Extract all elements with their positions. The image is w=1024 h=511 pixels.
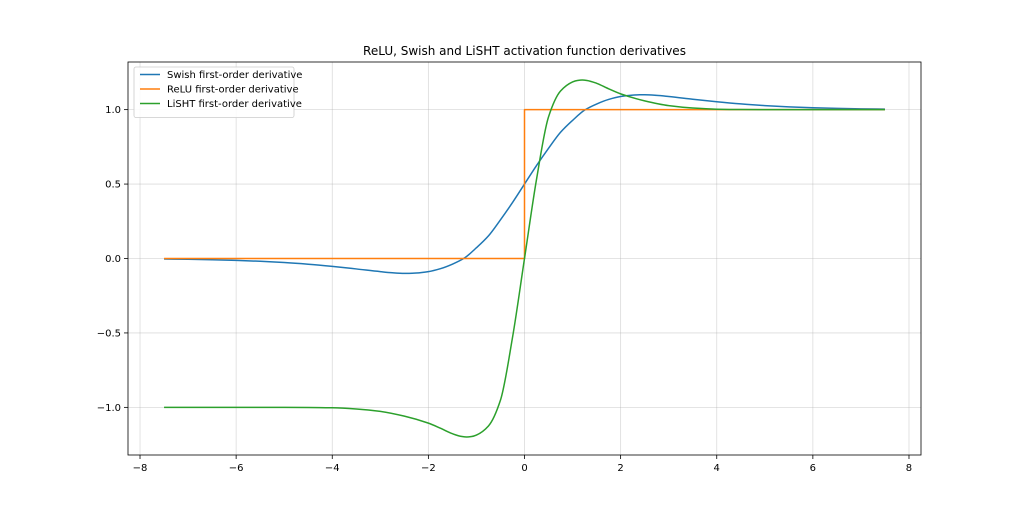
x-tick-label: 6 [810,463,816,474]
series-line-2 [164,108,885,260]
legend: Swish first-order derivative ReLU first-o… [133,66,302,118]
x-tick-label: 4 [714,463,720,474]
legend-label: Swish first-order derivative [167,70,302,81]
legend-box [133,66,295,118]
series-lines [164,79,885,438]
y-tick-label: 0.5 [105,180,121,191]
y-tick-label: −0.5 [97,328,121,339]
chart-title: ReLU, Swish and LiSHT activation functio… [363,44,686,58]
x-tick-label: 0 [521,463,527,474]
x-tick-label: −6 [229,463,244,474]
x-tick-label: 8 [906,463,912,474]
y-tick-label: 1.0 [105,105,121,116]
legend-label: ReLU first-order derivative [167,85,299,96]
y-tick-label: −1.0 [97,403,121,414]
x-tick-label: −2 [421,463,436,474]
x-tick-label: −4 [325,463,340,474]
x-tick-label: −8 [133,463,148,474]
legend-label: LiSHT first-order derivative [167,99,302,110]
y-tick-label: 0.0 [105,254,121,265]
x-axis-ticks: −8 −6 −4 −2 0 2 4 6 8 [133,455,912,474]
x-tick-label: 2 [617,463,623,474]
y-axis-ticks: −1.0 −0.5 0.0 0.5 1.0 [97,105,128,414]
series-line-3 [164,79,885,438]
